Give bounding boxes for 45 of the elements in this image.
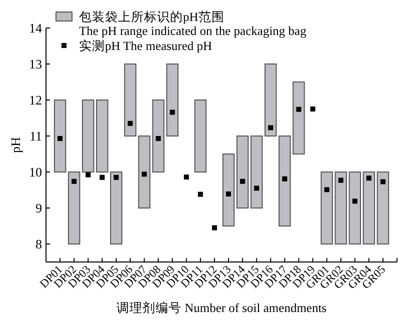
- bar: [68, 172, 80, 244]
- point: [296, 106, 302, 112]
- y-tick-label: 10: [29, 164, 42, 180]
- point: [72, 178, 77, 184]
- bar: [348, 172, 361, 244]
- bar: [376, 172, 390, 244]
- point: [58, 136, 63, 142]
- point: [156, 136, 161, 142]
- point: [268, 125, 274, 130]
- y-tick-label: 8: [36, 236, 42, 252]
- legend-label: 包装袋上所标识的pH范围 The pH range indicated on the packaging bag: [79, 10, 308, 38]
- legend-label: 实测pH The measured pH: [79, 39, 212, 53]
- bar: [362, 172, 376, 244]
- bar: [222, 154, 235, 226]
- point: [352, 198, 358, 204]
- point: [170, 110, 175, 115]
- x-axis-title: 调理剂编号 Number of soil amendments: [116, 300, 327, 315]
- point: [114, 174, 119, 180]
- bar: [236, 136, 249, 208]
- point: [380, 179, 386, 184]
- point: [184, 174, 189, 180]
- point: [86, 172, 91, 178]
- y-tick-label: 11: [29, 128, 42, 144]
- y-tick-label: 14: [29, 20, 42, 36]
- point: [310, 106, 316, 112]
- y-tick-label: 9: [36, 200, 42, 216]
- point: [338, 178, 344, 183]
- y-tick-label: 12: [29, 92, 42, 108]
- point: [282, 176, 288, 182]
- point: [324, 187, 330, 192]
- point: [142, 172, 147, 177]
- bar: [250, 136, 263, 208]
- point: [254, 186, 260, 191]
- point: [366, 176, 372, 181]
- y-tick-label: 13: [29, 56, 42, 72]
- bar: [194, 100, 207, 172]
- bar: [54, 100, 66, 172]
- point: [100, 174, 105, 180]
- point: [212, 225, 217, 230]
- point: [128, 120, 133, 126]
- point: [198, 192, 203, 197]
- bar: [82, 100, 94, 172]
- point: [226, 191, 232, 196]
- point: [240, 178, 246, 184]
- y-axis-title: pH: [8, 137, 23, 153]
